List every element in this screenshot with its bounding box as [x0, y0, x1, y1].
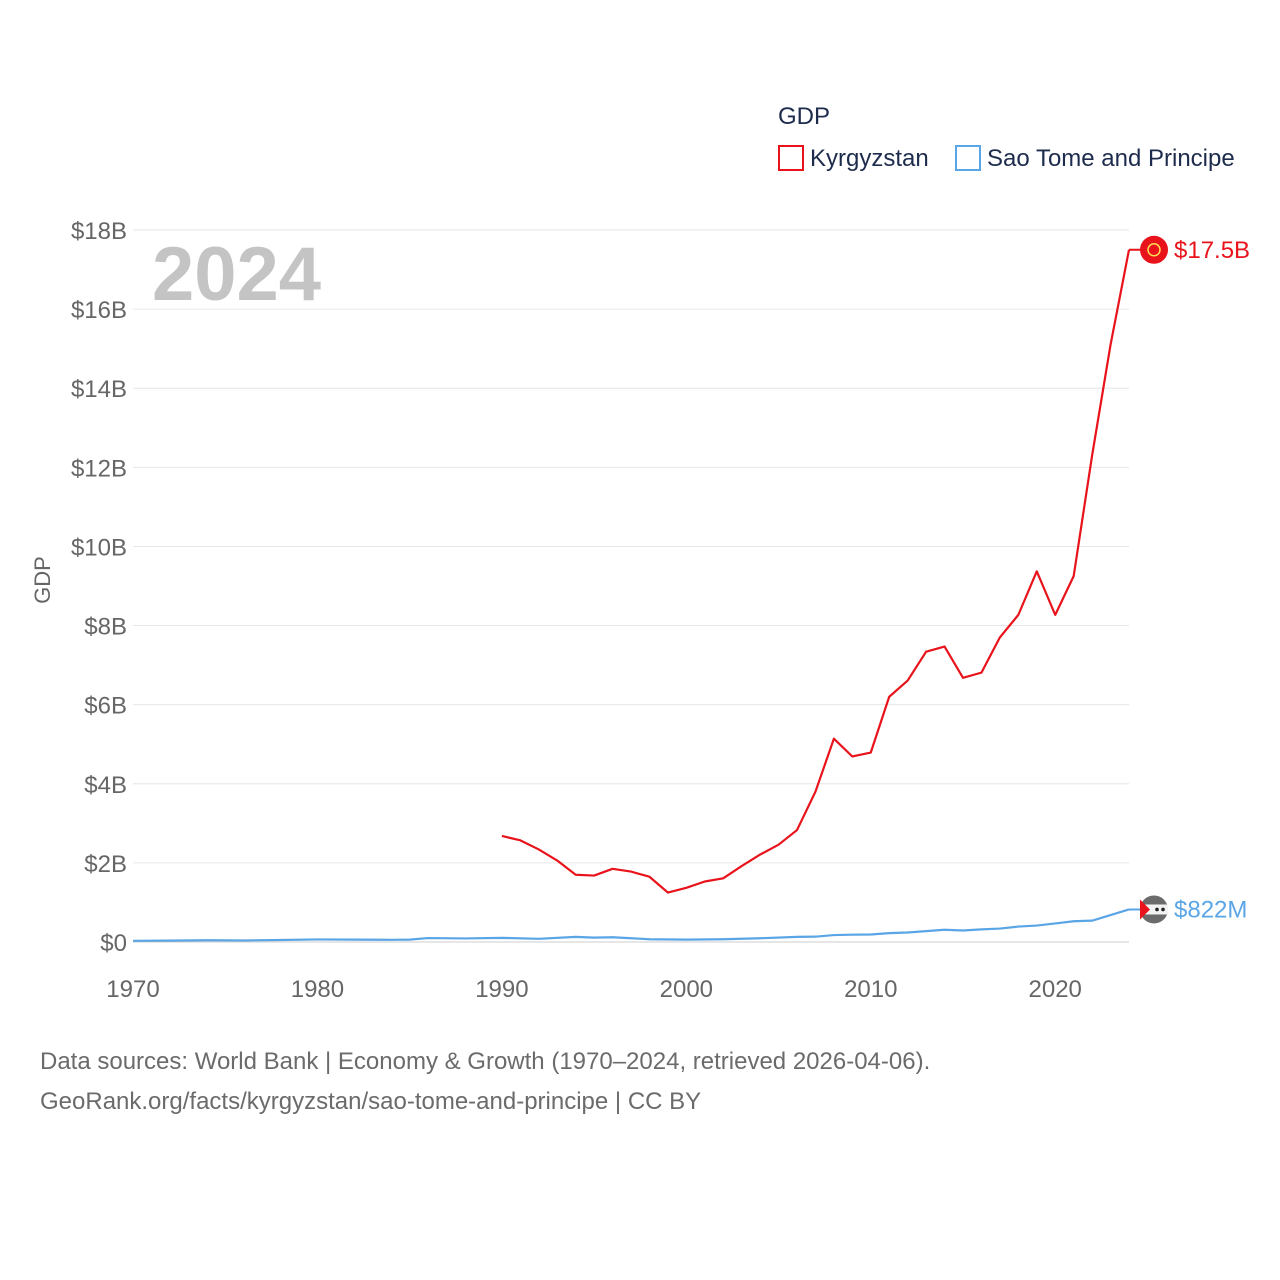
- x-tick-label: 2020: [1029, 976, 1082, 1003]
- x-tick-label: 2010: [844, 976, 897, 1003]
- flag-triangle: [1140, 899, 1150, 920]
- legend[interactable]: Kyrgyzstan Sao Tome and Principe: [778, 145, 1235, 172]
- source-link[interactable]: GeoRank.org/facts/kyrgyzstan/sao-tome-an…: [40, 1088, 702, 1115]
- kyrgyzstan-flag-icon: [1140, 235, 1168, 264]
- flag-stripe: [1140, 904, 1168, 915]
- legend-label: Kyrgyzstan: [810, 145, 929, 172]
- y-tick-label: $10B: [71, 534, 127, 561]
- y-axis-label: GDP: [30, 556, 55, 604]
- series-lines: [132, 249, 1131, 942]
- y-tick-label: $12B: [71, 455, 127, 482]
- x-tick-label: 1980: [291, 976, 344, 1003]
- x-axis-ticks: 1970 1980 1990 2000 2010 2020: [106, 976, 1082, 1003]
- end-value-label: $17.5B: [1174, 237, 1250, 264]
- series-line-sao-tome-and-principe: [132, 908, 1130, 942]
- flag-background: [1140, 235, 1168, 264]
- y-tick-label: $0: [100, 930, 127, 957]
- legend-item-kyrgyzstan[interactable]: Kyrgyzstan: [778, 145, 929, 172]
- x-tick-label: 1970: [106, 976, 159, 1003]
- end-markers: $17.5B $822M: [1129, 235, 1250, 924]
- y-tick-label: $6B: [84, 693, 127, 720]
- flag-sun: [1147, 243, 1161, 257]
- flag-star: [1155, 907, 1159, 912]
- legend-item-sao-tome-and-principe[interactable]: Sao Tome and Principe: [955, 145, 1235, 172]
- x-tick-label: 2000: [660, 976, 713, 1003]
- y-tick-label: $2B: [84, 851, 127, 878]
- end-value-label: $822M: [1174, 896, 1247, 923]
- legend-title: GDP: [778, 103, 830, 130]
- y-tick-label: $8B: [84, 614, 127, 641]
- footer: Data sources: World Bank | Economy & Gro…: [40, 1042, 930, 1122]
- gdp-line-chart: $0$2B$4B$6B$8B$10B$12B$14B$16B$18B 1970 1…: [30, 103, 1250, 1003]
- flag-star: [1161, 907, 1165, 912]
- gridlines: [133, 229, 1129, 943]
- y-tick-label: $18B: [71, 218, 127, 245]
- year-label: 2024: [152, 232, 321, 317]
- series-line-kyrgyzstan: [501, 249, 1131, 894]
- data-source-note: Data sources: World Bank | Economy & Gro…: [40, 1048, 931, 1075]
- legend-swatch: [955, 145, 981, 171]
- sao-tome-and-principe-flag-icon: [1140, 895, 1168, 924]
- y-axis-ticks: $0 $2B $4B $6B $8B $10B $12B $14B $16B $18B: [71, 218, 127, 957]
- x-tick-label: 1990: [475, 976, 528, 1003]
- legend-swatch: [778, 145, 804, 171]
- legend-label: Sao Tome and Principe: [987, 145, 1235, 172]
- y-tick-label: $14B: [71, 376, 127, 403]
- y-tick-label: $16B: [71, 297, 127, 324]
- y-tick-label: $4B: [84, 772, 127, 799]
